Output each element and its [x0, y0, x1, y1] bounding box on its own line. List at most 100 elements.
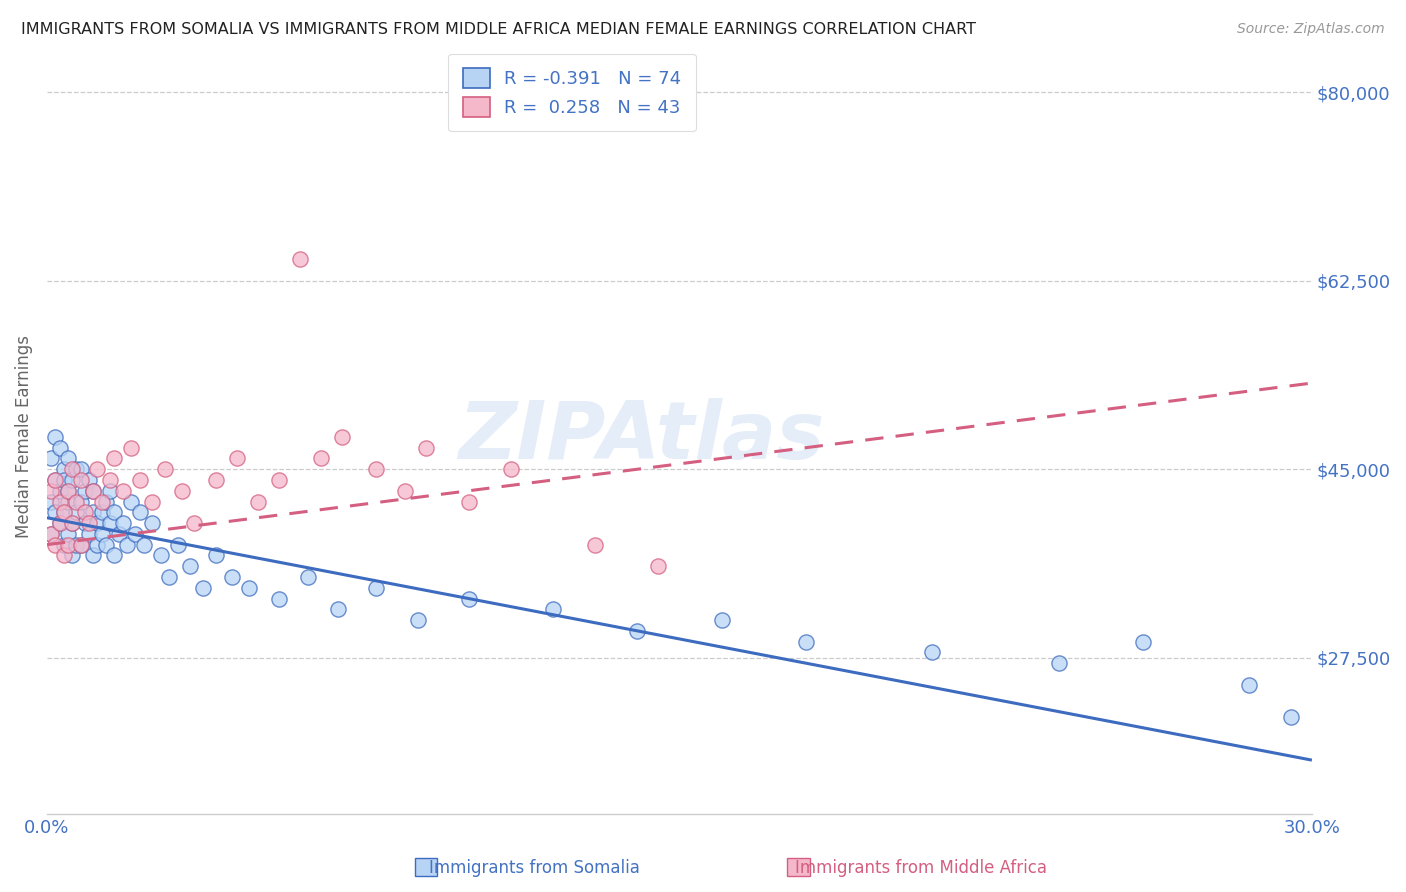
Point — [44, 473, 66, 487]
Point — [98, 473, 121, 487]
Point — [52, 473, 75, 487]
Point — [794, 634, 817, 648]
Point — [267, 591, 290, 606]
Point — [1279, 710, 1302, 724]
Point — [39, 494, 62, 508]
Point — [364, 462, 387, 476]
Point — [86, 516, 108, 530]
Point — [39, 527, 62, 541]
Point — [65, 494, 87, 508]
Point — [73, 483, 96, 498]
Point — [115, 538, 138, 552]
Point — [124, 527, 146, 541]
Point — [1237, 678, 1260, 692]
Point — [60, 516, 83, 530]
Point — [111, 483, 134, 498]
Point — [98, 516, 121, 530]
Point — [204, 549, 226, 563]
Legend: R = -0.391   N = 74, R =  0.258   N = 43: R = -0.391 N = 74, R = 0.258 N = 43 — [449, 54, 696, 131]
Point — [73, 516, 96, 530]
Point — [48, 494, 70, 508]
Point — [647, 559, 669, 574]
Point — [406, 613, 429, 627]
Point — [128, 505, 150, 519]
Point — [82, 549, 104, 563]
Point — [166, 538, 188, 552]
Point — [52, 505, 75, 519]
Point — [77, 527, 100, 541]
Point — [170, 483, 193, 498]
Point — [82, 505, 104, 519]
Point — [120, 494, 142, 508]
Text: IMMIGRANTS FROM SOMALIA VS IMMIGRANTS FROM MIDDLE AFRICA MEDIAN FEMALE EARNINGS : IMMIGRANTS FROM SOMALIA VS IMMIGRANTS FR… — [21, 22, 976, 37]
Point — [69, 462, 91, 476]
Point — [330, 430, 353, 444]
Point — [77, 516, 100, 530]
Y-axis label: Median Female Earnings: Median Female Earnings — [15, 335, 32, 539]
Point — [1132, 634, 1154, 648]
Point — [103, 549, 125, 563]
Point — [103, 451, 125, 466]
Point — [52, 462, 75, 476]
Point — [39, 451, 62, 466]
Point — [65, 505, 87, 519]
Text: Immigrants from Somalia: Immigrants from Somalia — [429, 859, 640, 877]
Point — [94, 494, 117, 508]
Point — [246, 494, 269, 508]
Point — [44, 538, 66, 552]
Point — [710, 613, 733, 627]
Point — [56, 451, 79, 466]
Point — [48, 516, 70, 530]
Point — [82, 483, 104, 498]
Point — [288, 252, 311, 267]
Point — [69, 538, 91, 552]
Point — [44, 430, 66, 444]
Text: Immigrants from Middle Africa: Immigrants from Middle Africa — [794, 859, 1047, 877]
Point — [394, 483, 416, 498]
Point — [77, 473, 100, 487]
Point — [98, 483, 121, 498]
Point — [69, 494, 91, 508]
Point — [44, 505, 66, 519]
Point — [94, 538, 117, 552]
Point — [56, 494, 79, 508]
Point — [90, 494, 112, 508]
Point — [60, 549, 83, 563]
Point — [90, 527, 112, 541]
Point — [364, 581, 387, 595]
Point — [141, 494, 163, 508]
Point — [149, 549, 172, 563]
Point — [111, 516, 134, 530]
Point — [73, 505, 96, 519]
Point — [326, 602, 349, 616]
Point — [60, 516, 83, 530]
Point — [52, 505, 75, 519]
Point — [921, 645, 943, 659]
Point — [48, 483, 70, 498]
Point — [56, 483, 79, 498]
Point — [48, 441, 70, 455]
Point — [132, 538, 155, 552]
Point — [48, 516, 70, 530]
Point — [86, 538, 108, 552]
Text: Source: ZipAtlas.com: Source: ZipAtlas.com — [1237, 22, 1385, 37]
Point — [238, 581, 260, 595]
Point — [39, 483, 62, 498]
Point — [65, 462, 87, 476]
Point — [204, 473, 226, 487]
Point — [128, 473, 150, 487]
Point — [153, 462, 176, 476]
Point — [107, 527, 129, 541]
Point — [56, 483, 79, 498]
Point — [457, 494, 479, 508]
Point — [1047, 656, 1070, 670]
Point — [267, 473, 290, 487]
Point — [56, 538, 79, 552]
Point — [179, 559, 201, 574]
Point — [120, 441, 142, 455]
Point — [65, 538, 87, 552]
Point — [86, 462, 108, 476]
Point — [69, 538, 91, 552]
Point — [56, 527, 79, 541]
Point — [39, 527, 62, 541]
